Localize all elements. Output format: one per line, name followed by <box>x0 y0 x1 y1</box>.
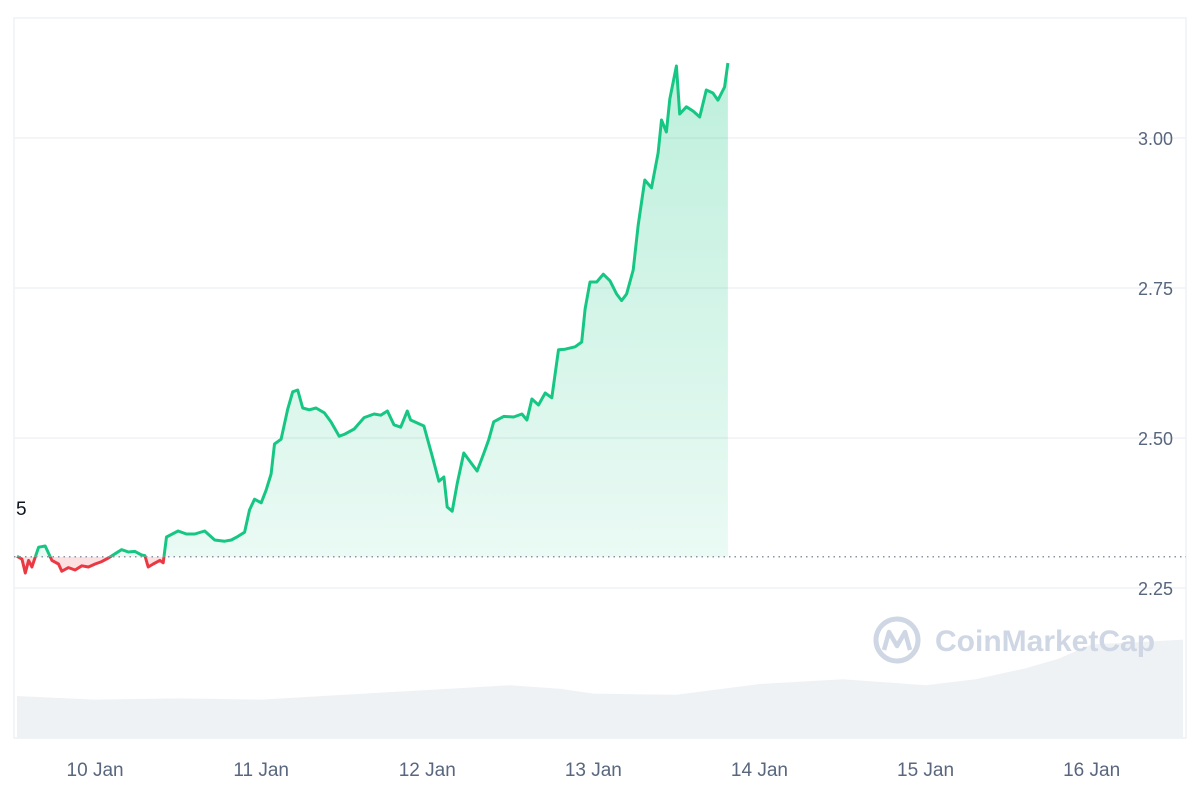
price-area-down <box>17 556 728 573</box>
x-axis-ticks: 10 Jan 11 Jan 12 Jan 13 Jan 14 Jan 15 Jan 16 J… <box>67 760 1121 781</box>
y-tick-label: 3.00 <box>1138 129 1173 149</box>
baseline-price-label: 5 <box>16 499 27 520</box>
volume-area-shape <box>17 639 1183 738</box>
x-tick-label: 13 Jan <box>565 760 622 781</box>
y-tick-label: 2.50 <box>1138 429 1173 449</box>
volume-area <box>17 639 1183 738</box>
y-tick-label: 2.25 <box>1138 579 1173 599</box>
x-tick-label: 16 Jan <box>1063 760 1120 781</box>
price-area-up <box>17 63 728 557</box>
price-area-fill <box>17 63 728 573</box>
price-line <box>16 62 730 575</box>
x-tick-label: 12 Jan <box>399 760 456 781</box>
coinmarketcap-watermark: CoinMarketCap <box>873 616 1155 664</box>
y-axis-ticks: 2.25 2.50 2.75 3.00 <box>1138 129 1173 599</box>
x-tick-label: 14 Jan <box>731 760 788 781</box>
x-tick-label: 10 Jan <box>67 760 124 781</box>
x-tick-label: 15 Jan <box>897 760 954 781</box>
y-tick-label: 2.75 <box>1138 279 1173 299</box>
coinmarketcap-logo-icon <box>873 616 921 664</box>
x-tick-label: 11 Jan <box>233 760 289 781</box>
watermark-text: CoinMarketCap <box>935 625 1155 658</box>
price-line-up <box>16 62 730 557</box>
